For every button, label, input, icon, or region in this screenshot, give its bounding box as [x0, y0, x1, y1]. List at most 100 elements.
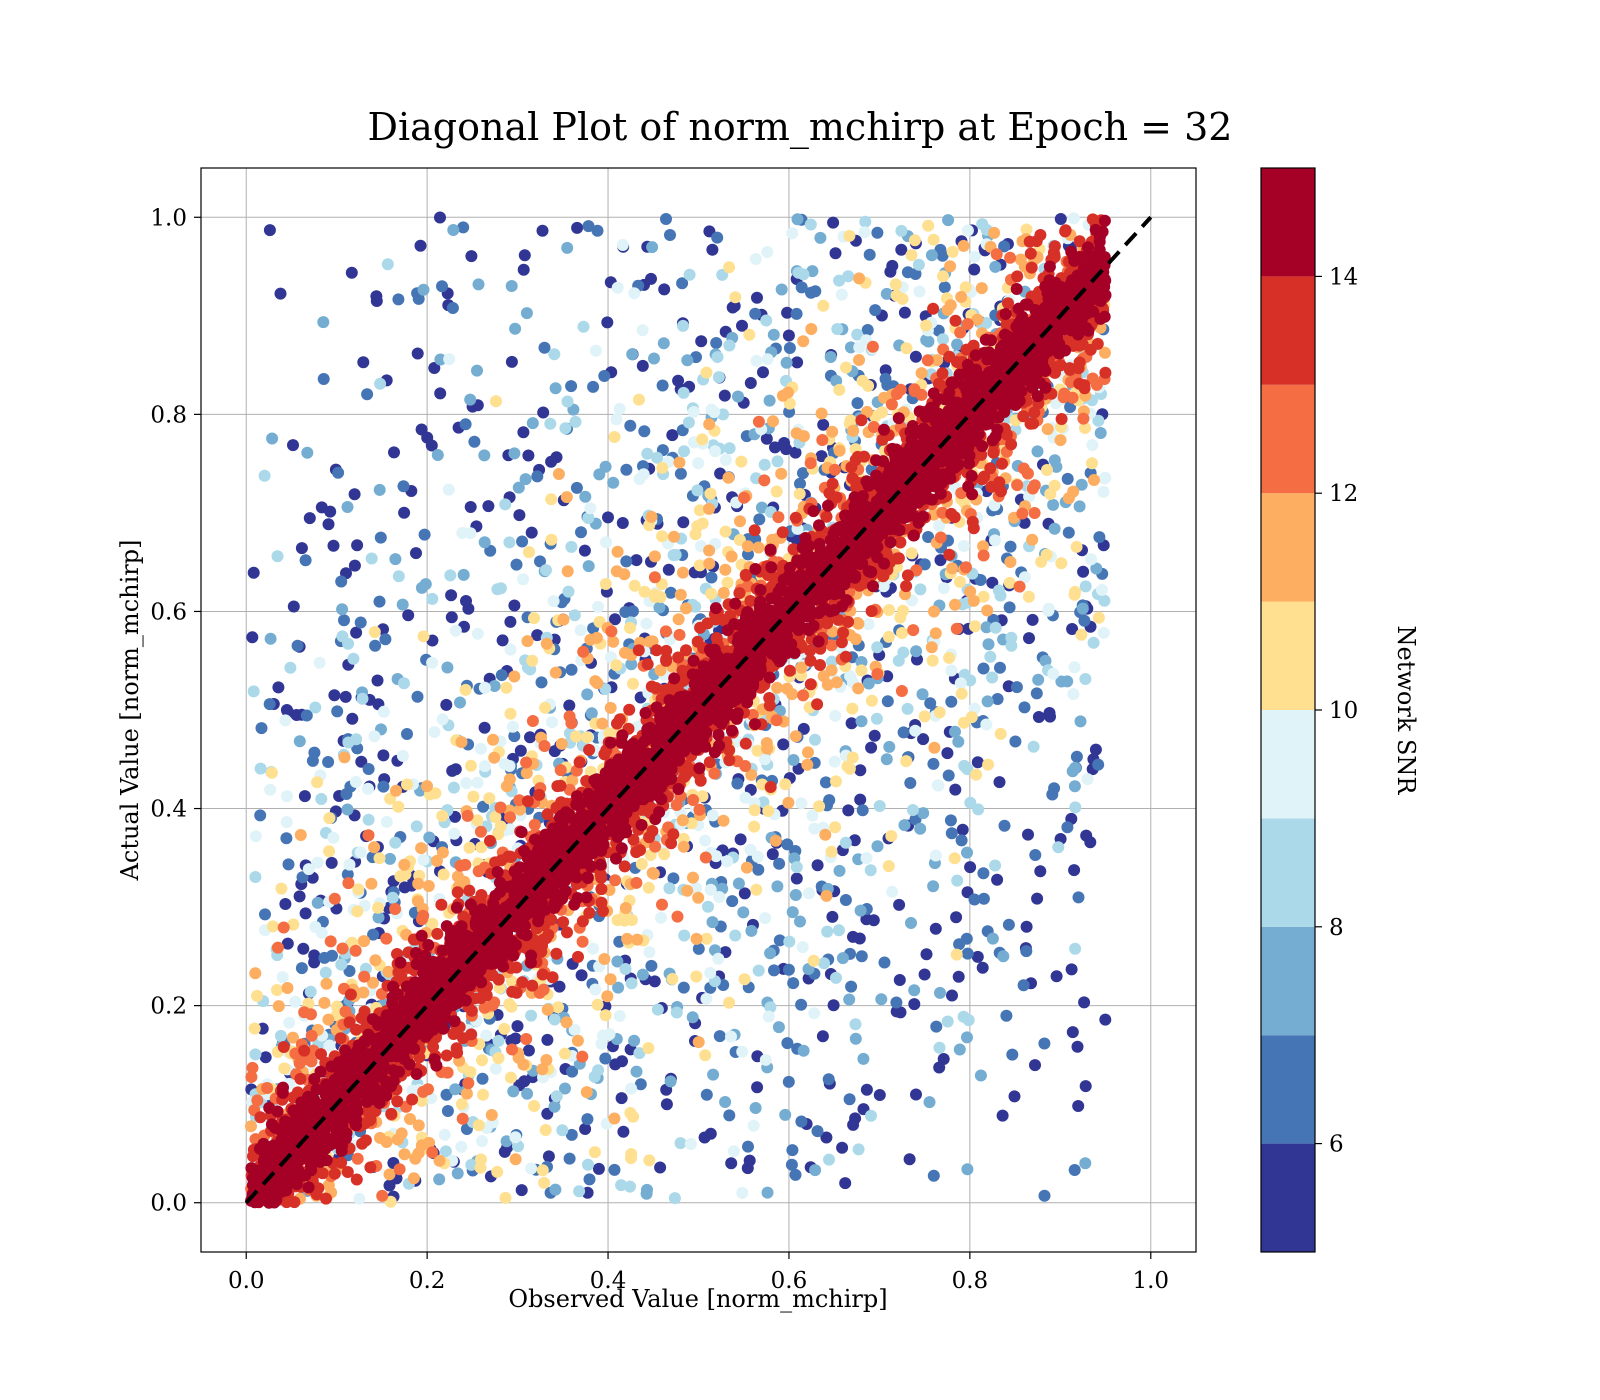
scatter-point	[317, 316, 330, 329]
scatter-point	[589, 344, 602, 357]
scatter-point	[389, 836, 402, 849]
scatter-point	[755, 501, 768, 514]
scatter-point	[510, 558, 523, 571]
scatter-point	[910, 1088, 922, 1101]
scatter-point	[476, 1072, 489, 1085]
scatter-point	[967, 522, 980, 535]
scatter-point	[789, 511, 802, 524]
scatter-point	[311, 896, 324, 909]
scatter-point	[957, 540, 970, 552]
scatter-point	[961, 947, 974, 960]
scatter-point	[1068, 1164, 1081, 1176]
scatter-point	[539, 701, 552, 714]
scatter-point	[508, 447, 521, 460]
scatter-point	[836, 1141, 849, 1154]
scatter-point	[472, 865, 485, 878]
scatter-point	[573, 756, 586, 769]
scatter-point	[536, 1164, 549, 1177]
scatter-point	[1078, 382, 1091, 395]
scatter-point	[687, 794, 700, 806]
scatter-point	[271, 550, 284, 563]
scatter-point	[412, 877, 425, 890]
scatter-point	[840, 361, 852, 374]
scatter-point	[589, 675, 602, 688]
scatter-point	[572, 950, 584, 963]
scatter-point	[619, 902, 632, 914]
scatter-point	[517, 263, 530, 276]
scatter-point	[692, 891, 705, 904]
scatter-point	[361, 388, 374, 401]
scatter-point	[677, 840, 690, 853]
scatter-point	[598, 370, 611, 382]
scatter-point	[276, 971, 289, 984]
scatter-point	[483, 792, 496, 805]
scatter-point	[279, 898, 292, 910]
scatter-point	[862, 677, 875, 690]
scatter-point	[854, 764, 867, 777]
scatter-point	[426, 1146, 439, 1159]
scatter-point	[993, 776, 1006, 789]
scatter-point	[578, 544, 591, 557]
scatter-point	[521, 795, 534, 808]
scatter-point	[616, 1055, 628, 1068]
scatter-point	[362, 813, 375, 826]
scatter-point	[734, 833, 747, 846]
scatter-point	[677, 981, 690, 994]
scatter-point	[447, 224, 460, 236]
scatter-point	[936, 367, 949, 380]
scatter-point	[633, 473, 646, 485]
scatter-point	[968, 893, 981, 906]
scatter-point	[646, 867, 659, 879]
scatter-point	[656, 530, 669, 543]
scatter-point	[789, 446, 802, 459]
scatter-point	[443, 353, 456, 366]
scatter-point	[305, 1008, 317, 1021]
scatter-point	[628, 579, 641, 592]
scatter-point	[348, 559, 361, 572]
scatter-point	[977, 549, 990, 562]
scatter-point	[369, 954, 382, 967]
scatter-point	[406, 1084, 419, 1097]
scatter-point	[782, 386, 794, 399]
scatter-point	[311, 856, 324, 869]
scatter-point	[464, 393, 477, 406]
scatter-point	[943, 548, 956, 561]
scatter-point	[779, 1108, 792, 1121]
scatter-point	[856, 804, 869, 817]
scatter-point	[1020, 920, 1033, 933]
scatter-point	[601, 316, 614, 329]
scatter-point	[1066, 765, 1079, 778]
scatter-point	[354, 846, 367, 859]
scatter-point	[1066, 391, 1079, 404]
scatter-point	[680, 602, 692, 615]
scatter-point	[871, 226, 884, 239]
scatter-point	[383, 1179, 396, 1192]
scatter-point	[725, 550, 738, 563]
scatter-point	[624, 1107, 637, 1119]
scatter-point	[796, 941, 809, 954]
scatter-point	[941, 747, 954, 760]
scatter-point	[299, 554, 312, 567]
scatter-point	[905, 249, 918, 262]
scatter-point	[1071, 1040, 1084, 1053]
scatter-point	[655, 911, 667, 924]
scatter-point	[842, 270, 855, 283]
scatter-point	[583, 906, 596, 919]
scatter-point	[790, 307, 803, 320]
scatter-point	[549, 666, 562, 679]
scatter-point	[825, 655, 838, 668]
scatter-point	[962, 1014, 975, 1027]
scatter-point	[525, 526, 538, 539]
scatter-point	[1016, 507, 1029, 520]
scatter-point	[906, 804, 919, 816]
scatter-point	[860, 1083, 873, 1096]
scatter-point	[474, 825, 487, 838]
scatter-point	[608, 431, 621, 443]
scatter-point	[794, 477, 806, 490]
scatter-point	[418, 528, 431, 541]
scatter-point	[725, 1030, 737, 1043]
scatter-point	[488, 996, 501, 1009]
scatter-point	[476, 1054, 488, 1067]
scatter-point	[934, 986, 946, 999]
scatter-point	[428, 362, 441, 374]
